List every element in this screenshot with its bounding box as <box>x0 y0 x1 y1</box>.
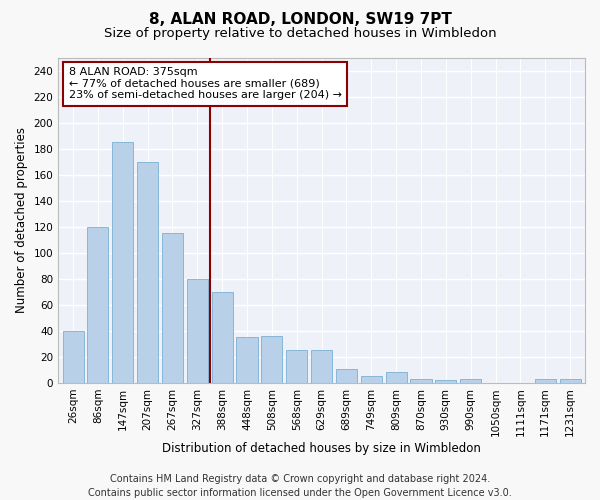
Bar <box>386 372 407 383</box>
Text: 8 ALAN ROAD: 375sqm
← 77% of detached houses are smaller (689)
23% of semi-detac: 8 ALAN ROAD: 375sqm ← 77% of detached ho… <box>69 68 342 100</box>
Bar <box>137 162 158 383</box>
Text: 8, ALAN ROAD, LONDON, SW19 7PT: 8, ALAN ROAD, LONDON, SW19 7PT <box>149 12 451 28</box>
Bar <box>311 350 332 383</box>
Bar <box>88 226 109 383</box>
Text: Contains HM Land Registry data © Crown copyright and database right 2024.
Contai: Contains HM Land Registry data © Crown c… <box>88 474 512 498</box>
X-axis label: Distribution of detached houses by size in Wimbledon: Distribution of detached houses by size … <box>162 442 481 455</box>
Y-axis label: Number of detached properties: Number of detached properties <box>15 127 28 313</box>
Bar <box>262 336 283 383</box>
Text: Size of property relative to detached houses in Wimbledon: Size of property relative to detached ho… <box>104 28 496 40</box>
Bar <box>112 142 133 383</box>
Bar <box>361 376 382 383</box>
Bar <box>286 350 307 383</box>
Bar <box>535 379 556 383</box>
Bar <box>162 233 183 383</box>
Bar <box>410 379 431 383</box>
Bar <box>187 278 208 383</box>
Bar <box>560 379 581 383</box>
Bar <box>435 380 457 383</box>
Bar <box>212 292 233 383</box>
Bar <box>460 379 481 383</box>
Bar <box>336 368 357 383</box>
Bar <box>236 338 257 383</box>
Bar <box>62 331 83 383</box>
